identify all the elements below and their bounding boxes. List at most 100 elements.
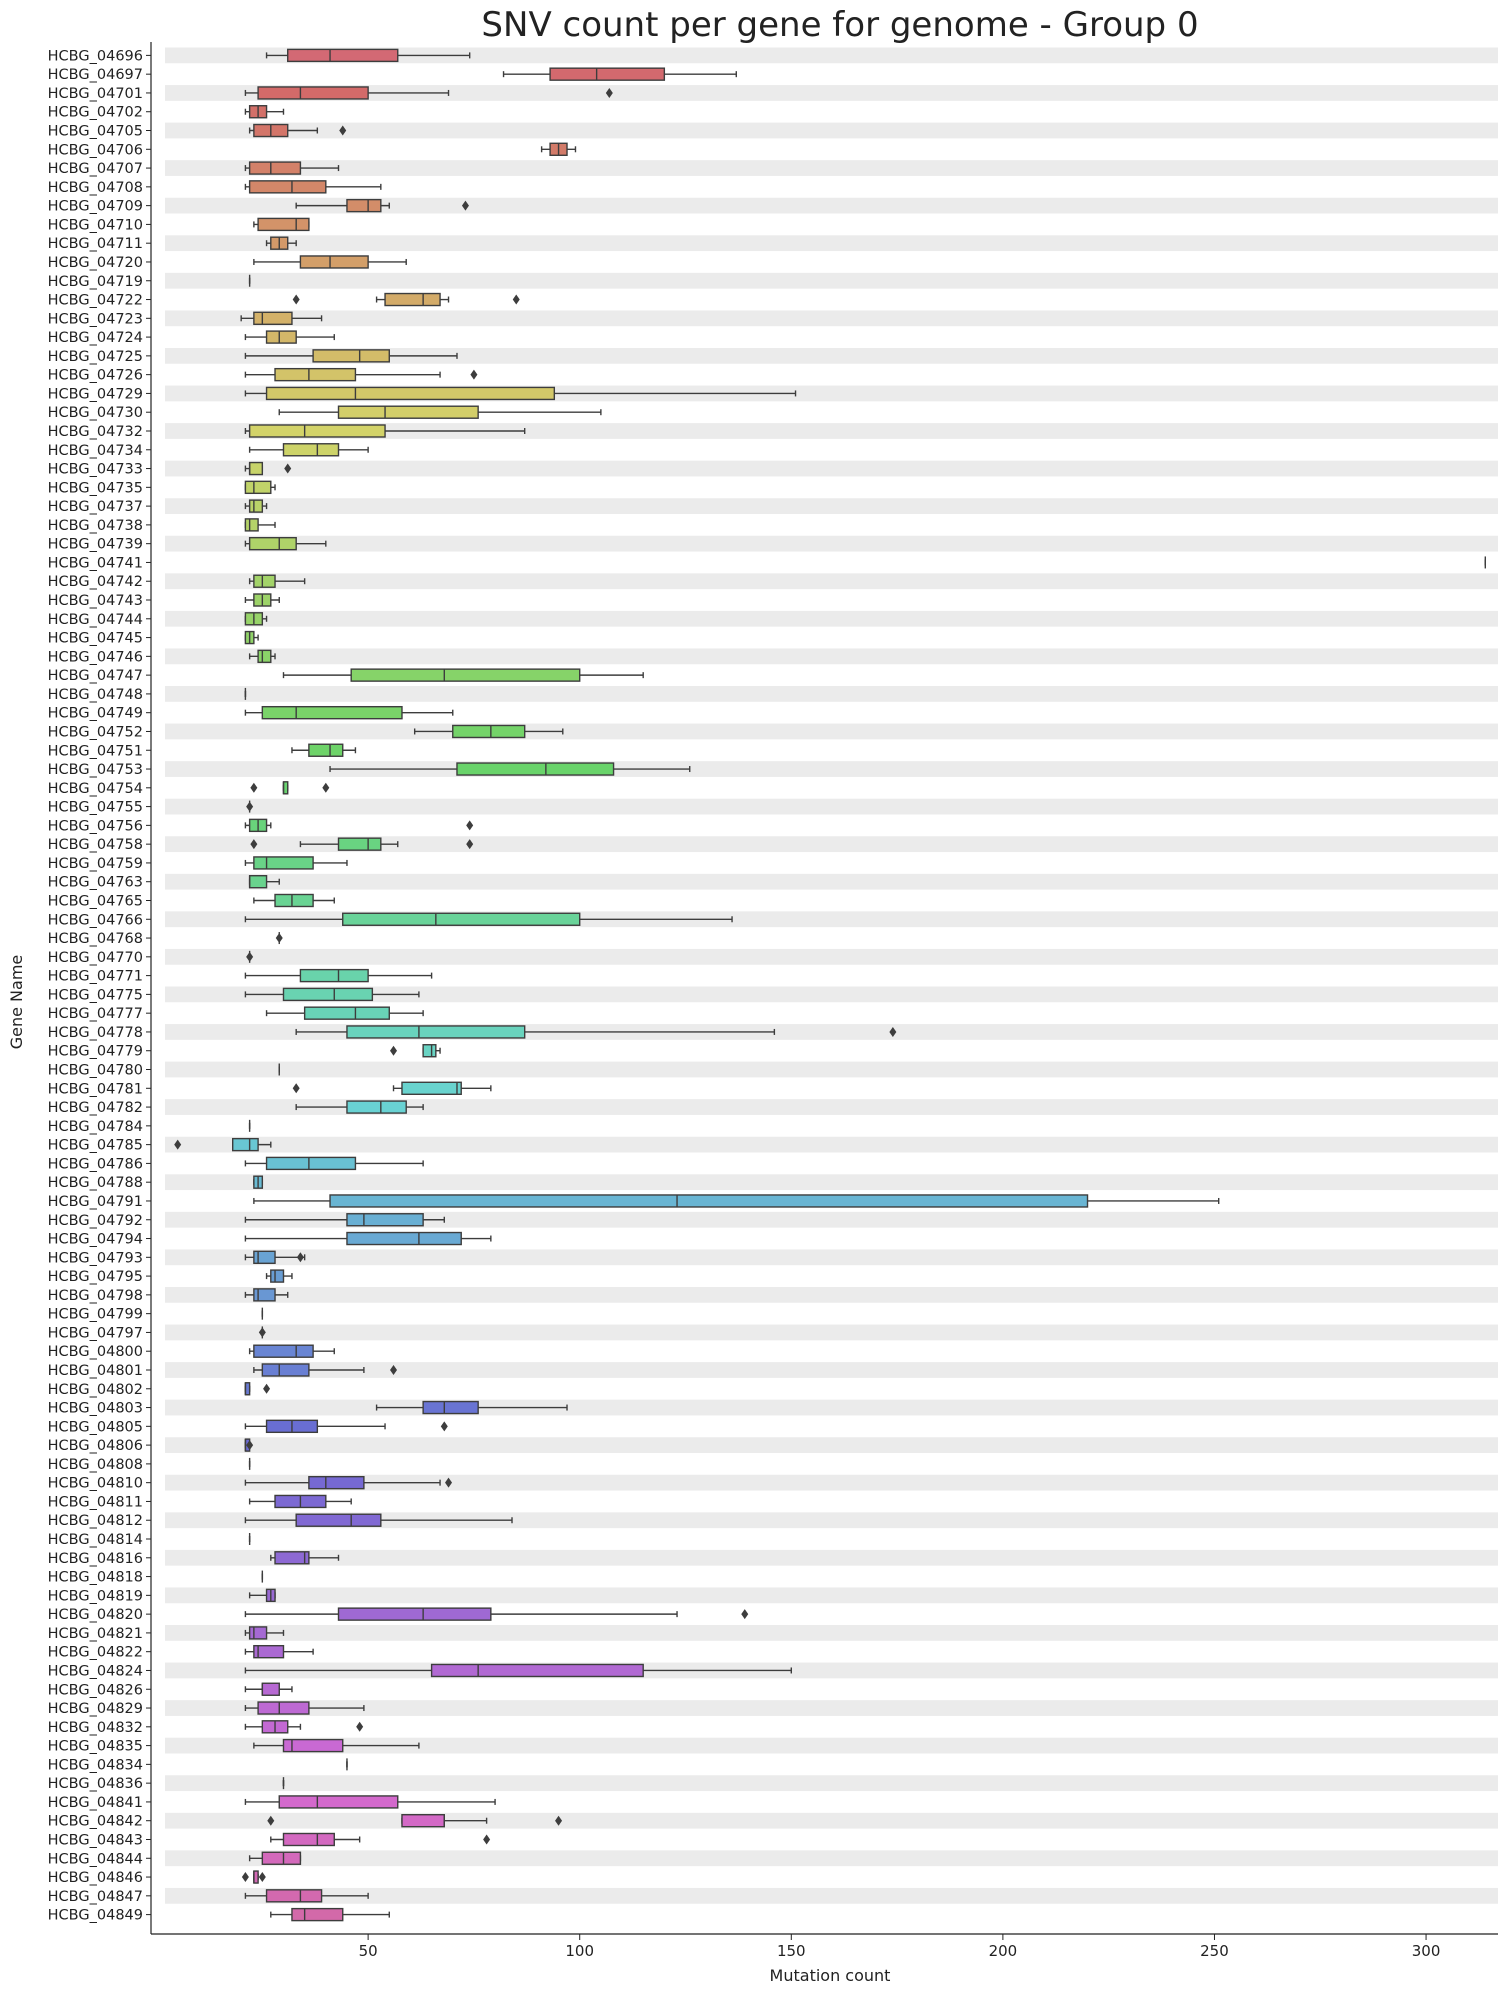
box-hcbg-04753 — [329, 762, 691, 776]
box-hcbg-04758 — [250, 837, 474, 851]
iqr-box — [248, 161, 302, 175]
iqr-box — [265, 1889, 323, 1903]
y-tick-label: HCBG_04720 — [48, 255, 143, 271]
y-tick-label: HCBG_04739 — [48, 537, 143, 553]
row-stripe — [165, 573, 1498, 590]
row-stripe — [165, 498, 1498, 514]
y-tick-label: HCBG_04726 — [48, 368, 143, 384]
iqr-box — [422, 1044, 437, 1058]
outlier-marker — [356, 1721, 364, 1732]
y-tick-label: HCBG_04711 — [48, 236, 143, 252]
x-tick-label: 50 — [359, 1942, 378, 1960]
iqr-box — [270, 1269, 285, 1283]
row-stripe — [165, 1399, 1498, 1416]
y-tick-label: HCBG_04811 — [48, 1494, 143, 1510]
row-stripe — [165, 1587, 1498, 1604]
row-stripe — [165, 347, 1498, 364]
x-tick-label: 200 — [989, 1942, 1018, 1960]
y-tick-label: HCBG_04814 — [48, 1532, 143, 1548]
iqr-box — [248, 424, 386, 438]
chart-title: SNV count per gene for genome - Group 0 — [481, 5, 1198, 45]
y-tick-label: HCBG_04768 — [48, 931, 143, 947]
box-hcbg-04800 — [248, 1344, 335, 1358]
x-tick-label: 300 — [1412, 1942, 1441, 1960]
box-hcbg-04756 — [244, 818, 474, 833]
iqr-box — [253, 1250, 276, 1265]
box-hcbg-04749 — [244, 705, 454, 720]
iqr-box — [253, 1644, 285, 1659]
y-tick-label: HCBG_04696 — [48, 48, 143, 64]
box-hcbg-04847 — [244, 1889, 369, 1903]
iqr-box — [282, 1738, 344, 1753]
iqr-box — [430, 1663, 644, 1678]
row-stripe — [165, 1474, 1498, 1491]
row-stripe — [165, 648, 1498, 665]
outlier-marker — [258, 1872, 266, 1883]
iqr-box — [337, 837, 382, 851]
y-tick-label: HCBG_04705 — [48, 124, 143, 140]
y-tick-label: HCBG_04801 — [48, 1363, 143, 1379]
box-hcbg-04802 — [244, 1382, 271, 1396]
y-tick-label: HCBG_04819 — [48, 1588, 143, 1604]
box-hcbg-04806 — [244, 1438, 254, 1452]
row-stripe — [165, 1099, 1498, 1115]
row-stripe — [165, 1887, 1498, 1904]
outlier-marker — [246, 1440, 254, 1451]
box-hcbg-04846 — [241, 1870, 266, 1884]
y-tick-label: HCBG_04836 — [48, 1776, 143, 1792]
box-hcbg-04705 — [248, 123, 347, 138]
y-axis-label: Gene Name — [7, 955, 26, 1050]
box-hcbg-04738 — [244, 518, 276, 532]
row-stripe — [165, 197, 1498, 214]
box-hcbg-04720 — [253, 255, 407, 269]
iqr-box — [401, 1081, 462, 1095]
y-tick-label: HCBG_04702 — [48, 105, 143, 121]
box-hcbg-04778 — [295, 1025, 897, 1039]
outlier-marker — [390, 1045, 398, 1056]
box-hcbg-04754 — [250, 781, 330, 795]
y-tick-label: HCBG_04729 — [48, 386, 143, 402]
row-stripe — [165, 460, 1498, 477]
y-tick-label: HCBG_04747 — [48, 668, 143, 684]
y-tick-label: HCBG_04710 — [48, 217, 143, 233]
y-tick-label: HCBG_04792 — [48, 1213, 143, 1229]
y-tick-label: HCBG_04822 — [48, 1645, 143, 1661]
outlier-marker — [390, 1364, 398, 1375]
iqr-box — [346, 1025, 526, 1039]
outlier-marker — [292, 294, 300, 305]
y-tick-label: HCBG_04766 — [48, 912, 143, 928]
iqr-box — [265, 386, 556, 401]
y-tick-label: HCBG_04779 — [48, 1044, 143, 1060]
box-hcbg-04791 — [253, 1194, 1220, 1208]
y-tick-label: HCBG_04808 — [48, 1457, 143, 1473]
box-hcbg-04781 — [292, 1081, 492, 1095]
outlier-marker — [284, 463, 292, 474]
x-tick-label: 250 — [1200, 1942, 1229, 1960]
iqr-box — [253, 1288, 276, 1302]
y-tick-label: HCBG_04708 — [48, 180, 143, 196]
iqr-box — [261, 1851, 302, 1865]
box-hcbg-04734 — [248, 443, 369, 457]
iqr-box — [346, 198, 382, 213]
iqr-box — [244, 480, 272, 495]
y-tick-label: HCBG_04798 — [48, 1288, 143, 1304]
iqr-box — [282, 987, 374, 1002]
y-tick-label: HCBG_04754 — [48, 781, 143, 797]
row-stripe — [165, 1136, 1498, 1153]
row-stripe — [165, 1174, 1498, 1191]
outlier-marker — [275, 933, 283, 944]
box-hcbg-04708 — [244, 180, 382, 194]
row-stripe — [165, 1061, 1498, 1078]
box-hcbg-04755 — [246, 800, 254, 813]
y-tick-label: HCBG_04732 — [48, 424, 143, 440]
y-tick-label: HCBG_04707 — [48, 161, 143, 177]
outlier-marker — [246, 801, 254, 812]
y-tick-label: HCBG_04843 — [48, 1832, 143, 1848]
row-stripe — [165, 610, 1498, 627]
outlier-marker — [339, 125, 347, 136]
row-stripe — [165, 535, 1498, 552]
y-tick-label: HCBG_04786 — [48, 1156, 143, 1172]
y-tick-label: HCBG_04841 — [48, 1795, 143, 1811]
row-stripe — [165, 686, 1498, 702]
